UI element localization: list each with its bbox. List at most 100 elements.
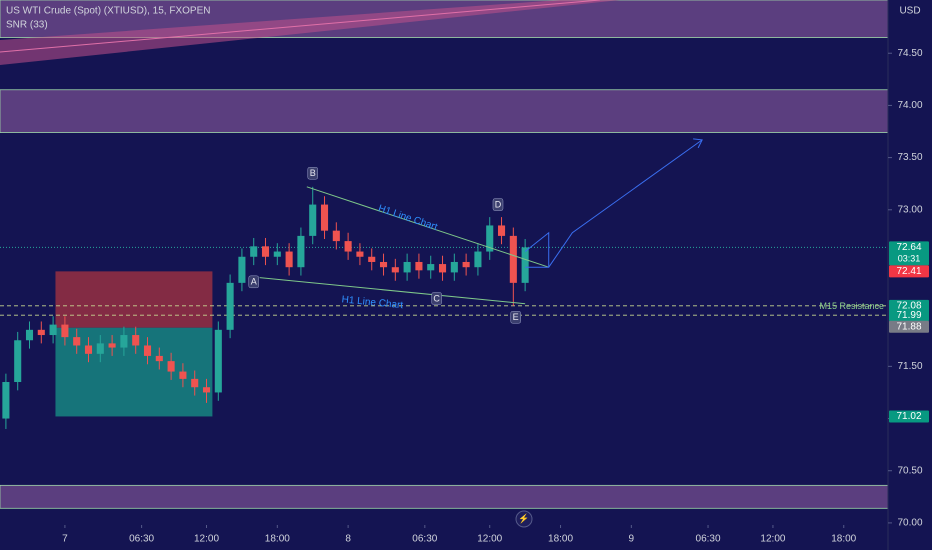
candle-body: [497, 225, 506, 236]
x-tick-label: 18:00: [548, 534, 573, 545]
candle-body: [155, 355, 163, 362]
flash-glyph: ⚡: [518, 512, 529, 524]
candle-body: [261, 246, 270, 257]
x-tick-label: 8: [345, 534, 351, 545]
stop-zone: [55, 271, 213, 328]
candle-body: [2, 382, 10, 419]
candle-body: [49, 324, 57, 336]
candle-body: [214, 329, 222, 393]
candle-body: [108, 343, 116, 348]
price-label-box: [889, 410, 929, 423]
point-label: C: [433, 293, 440, 303]
candle-body: [450, 261, 458, 273]
candle-body: [273, 251, 281, 257]
candle-body: [25, 329, 34, 341]
y-tick-label: 70.00: [897, 518, 922, 529]
price-label: 71.88: [896, 321, 921, 332]
currency-label: USD: [899, 6, 920, 17]
candle-body: [486, 225, 494, 252]
price-label: 71.99: [896, 310, 921, 321]
candle-body: [427, 264, 435, 271]
candle-body: [250, 246, 258, 257]
candle-body: [415, 261, 423, 271]
y-tick-label: 74.50: [897, 48, 922, 59]
arrow-head: [693, 138, 703, 149]
channel-band: [0, 0, 620, 65]
point-label: B: [310, 168, 316, 178]
candle-body: [521, 247, 529, 283]
candle-body: [474, 251, 482, 268]
x-tick-label: 06:30: [412, 534, 437, 545]
point-badge: [307, 167, 318, 180]
y-tick-label: 70.50: [897, 465, 922, 476]
candle-body: [226, 282, 234, 330]
x-tick-label: 12:00: [477, 534, 502, 545]
price-label-box: [889, 309, 929, 322]
x-tick-label: 12:00: [760, 534, 785, 545]
price-label-box: [889, 320, 929, 333]
candle-body: [509, 235, 517, 283]
price-label: 72.64: [896, 242, 921, 253]
candle-body: [61, 324, 69, 338]
point-badge: [492, 198, 504, 211]
level-label: M15 Resistance: [819, 301, 884, 311]
point-label: E: [513, 312, 519, 322]
candle-body: [285, 251, 293, 268]
price-label-box: [889, 299, 929, 312]
candle-body: [14, 340, 22, 383]
trendline: [259, 277, 526, 305]
price-label-box: [889, 265, 929, 278]
candle-body: [143, 345, 152, 356]
projection-tri: [524, 231, 550, 268]
candle-body: [356, 251, 364, 257]
price-label: 72.08: [896, 300, 921, 311]
candle-body: [297, 235, 305, 268]
candle-body: [344, 241, 352, 252]
y-tick-label: 73.00: [897, 204, 922, 215]
candle-body: [462, 261, 470, 268]
point-badge: [510, 311, 521, 324]
point-badge: [248, 275, 259, 289]
point-badge: [431, 292, 442, 305]
trendline: [306, 186, 549, 268]
candle-body: [73, 337, 81, 346]
y-tick-label: 73.50: [897, 152, 922, 163]
candle-body: [84, 345, 93, 354]
channel-line: [0, 0, 601, 53]
candle-body: [179, 371, 187, 379]
y-tick-label: 71.50: [897, 361, 922, 372]
x-tick-label: 9: [629, 534, 635, 545]
x-tick-label: 7: [62, 534, 68, 545]
x-tick-label: 06:30: [129, 534, 154, 545]
x-tick-label: 12:00: [194, 534, 219, 545]
candle-body: [320, 204, 329, 231]
x-tick-label: 18:00: [831, 534, 856, 545]
projection-path: [525, 139, 703, 268]
candle-body: [238, 256, 246, 283]
price-label: 72.41: [896, 266, 921, 277]
candle-body: [309, 204, 317, 236]
chart-title: US WTI Crude (Spot) (XTIUSD), 15, FXOPEN: [6, 6, 210, 17]
countdown: 03:31: [898, 254, 921, 264]
candle-body: [132, 335, 140, 346]
sr-zone: [0, 484, 889, 509]
flash-icon: [515, 510, 533, 528]
candle-body: [379, 261, 388, 268]
point-label: A: [251, 277, 257, 287]
candle-body: [332, 230, 340, 242]
candle-body: [120, 335, 128, 348]
price-label: 71.02: [896, 411, 921, 422]
candle-body: [96, 343, 104, 354]
x-tick-label: 06:30: [696, 534, 721, 545]
sr-zone: [0, 89, 889, 133]
candle-body: [438, 264, 447, 273]
candle-body: [191, 378, 199, 388]
point-label: D: [495, 199, 502, 209]
candle-body: [368, 256, 376, 262]
y-tick-label: 74.00: [897, 100, 922, 111]
candle-body: [202, 387, 211, 393]
x-tick-label: 18:00: [265, 534, 290, 545]
candle-body: [403, 261, 411, 273]
